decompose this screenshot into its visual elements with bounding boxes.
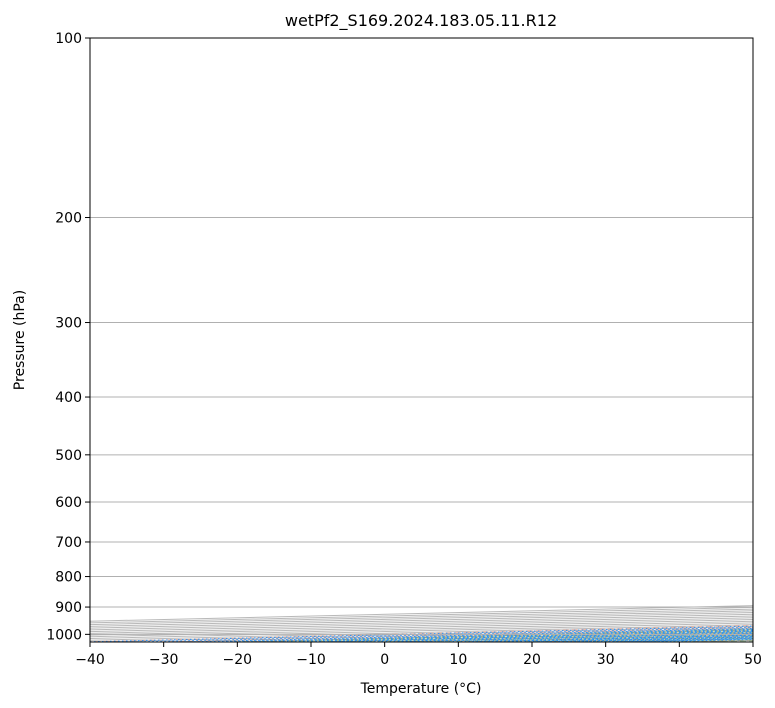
y-tick-label: 300 (55, 316, 82, 332)
y-tick-label: 700 (55, 535, 82, 551)
x-axis-label: Temperature (°C) (360, 681, 482, 697)
y-axis-label: Pressure (hPa) (12, 290, 28, 390)
x-tick-label: 10 (449, 652, 467, 668)
y-tick-label: 400 (55, 390, 82, 406)
x-tick-label: 50 (744, 652, 762, 668)
y-tick-label: 500 (55, 448, 82, 464)
y-tick-label: 200 (55, 211, 82, 227)
x-tick-label: 0 (380, 652, 389, 668)
y-tick-label: 800 (55, 570, 82, 586)
pressure-gridlines (90, 38, 753, 635)
plot-area (90, 38, 753, 642)
y-tick-label: 100 (55, 31, 82, 47)
x-tick-label: −30 (149, 652, 179, 668)
x-tick-label: 30 (597, 652, 615, 668)
x-tick-label: 20 (523, 652, 541, 668)
x-tick-label: −20 (223, 652, 253, 668)
y-tick-label: 900 (55, 600, 82, 616)
x-tick-label: −10 (296, 652, 326, 668)
x-tick-label: −40 (75, 652, 105, 668)
x-tick-label: 40 (670, 652, 688, 668)
y-tick-label: 600 (55, 495, 82, 511)
y-tick-label: 1000 (46, 627, 82, 643)
plot-frame (89, 37, 754, 643)
chart-title: wetPf2_S169.2024.183.05.11.R12 (285, 11, 557, 31)
axis-ticks: −40 −30 −20 −10 0 10 20 30 40 50 1000 900 800 700 600 5… (46, 31, 762, 668)
